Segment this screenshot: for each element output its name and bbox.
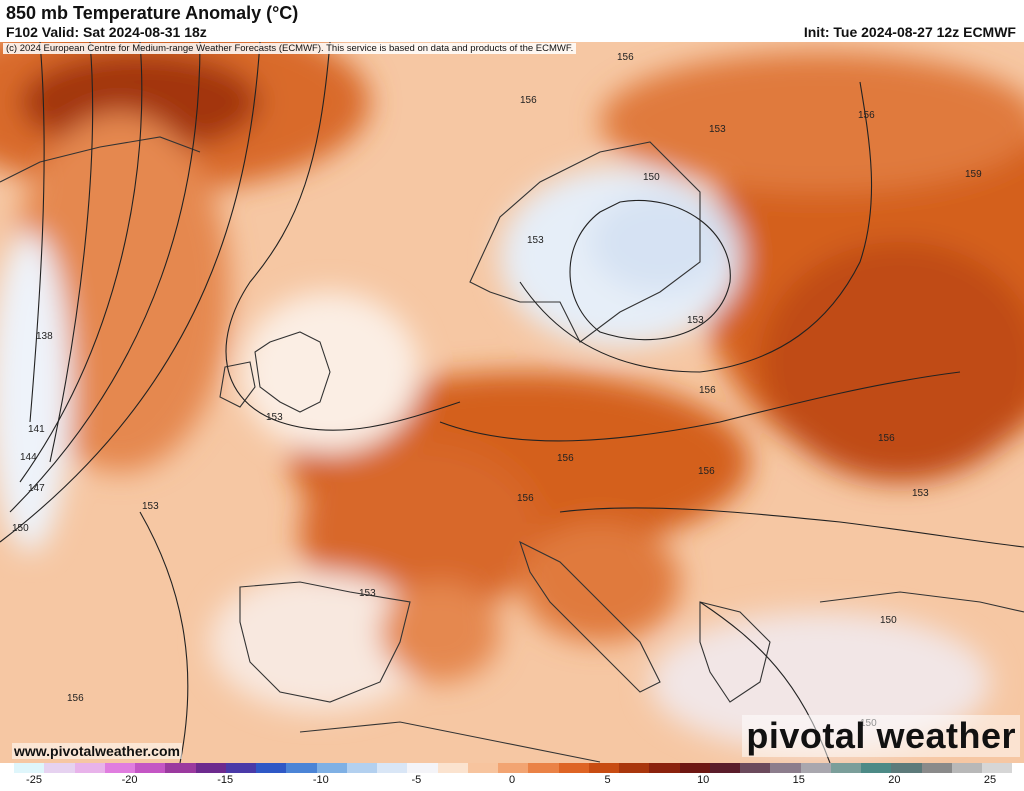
colorbar-swatch [44, 763, 75, 773]
contour-label: 153 [142, 501, 159, 512]
colorbar-swatch [14, 763, 45, 773]
contour-label: 147 [28, 483, 45, 494]
colorbar-tick-label: -25 [26, 774, 42, 786]
colorbar-swatch [74, 763, 105, 773]
contour-label: 153 [709, 124, 726, 135]
colorbar-swatch [407, 763, 438, 773]
colorbar-tick-label: -5 [411, 774, 422, 786]
colorbar-swatch [346, 763, 377, 773]
colorbar-tick-label: -20 [121, 774, 138, 786]
contour-label: 156 [67, 693, 84, 704]
colorbar-tick-label: -15 [217, 774, 234, 786]
map-title: 850 mb Temperature Anomaly (°C) [6, 3, 299, 23]
site-url-link[interactable]: www.pivotalweather.com [12, 743, 182, 759]
header: 850 mb Temperature Anomaly (°C) F102 Val… [0, 0, 1024, 42]
contour-label: 138 [36, 331, 53, 342]
colorbar-swatch [104, 763, 135, 773]
colorbar-swatch [165, 763, 196, 773]
contour-label: 159 [965, 169, 982, 180]
colorbar-tick-label: 15 [792, 774, 805, 786]
contour-label: 150 [12, 523, 29, 534]
colorbar-swatch [225, 763, 256, 773]
copyright-notice: (c) 2024 European Centre for Medium-rang… [3, 43, 577, 54]
colorbar-ticks: -25 -20 -15 -10 -5 0 5 10 15 20 25 [0, 774, 1024, 791]
contour-label: 156 [699, 385, 716, 396]
brand-logo: pivotal weather [742, 715, 1020, 757]
weather-map[interactable]: 156 156 153 150 153 156 159 153 138 141 … [0, 42, 1024, 763]
colorbar-tick-label: 20 [888, 774, 901, 786]
colorbar-swatch [528, 763, 559, 773]
anomaly-field [0, 42, 1024, 763]
valid-time: F102 Valid: Sat 2024-08-31 18z [6, 24, 207, 40]
colorbar-swatch [891, 763, 922, 773]
colorbar-swatch [679, 763, 710, 773]
contour-label: 153 [359, 588, 376, 599]
colorbar-swatch [498, 763, 529, 773]
colorbar-swatch [437, 763, 468, 773]
colorbar-tick-label: 0 [508, 774, 516, 786]
contour-label: 156 [858, 110, 875, 121]
colorbar-swatch [135, 763, 166, 773]
contour-label: 156 [517, 493, 534, 504]
colorbar-swatch [588, 763, 619, 773]
colorbar-tick-label: 5 [604, 774, 611, 786]
contour-label: 150 [643, 172, 660, 183]
contour-label: 144 [20, 452, 37, 463]
contour-label: 153 [266, 412, 283, 423]
contour-label: 153 [687, 315, 704, 326]
colorbar-swatch [649, 763, 680, 773]
colorbar-swatch [286, 763, 317, 773]
colorbar-swatch [377, 763, 408, 773]
colorbar-swatch [316, 763, 347, 773]
colorbar-swatch [740, 763, 771, 773]
init-time: Init: Tue 2024-08-27 12z ECMWF [803, 24, 1016, 40]
contour-label: 156 [557, 453, 574, 464]
colorbar-swatch [830, 763, 861, 773]
contour-label: 153 [527, 235, 544, 246]
colorbar [14, 763, 1013, 773]
colorbar-swatch [467, 763, 498, 773]
colorbar-swatch [195, 763, 226, 773]
colorbar-tick-label: 10 [697, 774, 710, 786]
colorbar-swatch [982, 763, 1013, 773]
colorbar-tick-label: -10 [312, 774, 329, 786]
colorbar-swatch [709, 763, 740, 773]
contour-label: 156 [878, 433, 895, 444]
colorbar-swatch [951, 763, 982, 773]
colorbar-swatch [558, 763, 589, 773]
contour-label: 150 [880, 615, 897, 626]
colorbar-swatch [619, 763, 650, 773]
colorbar-tick-label: 25 [983, 774, 997, 786]
contour-label: 153 [912, 488, 929, 499]
contour-label: 141 [28, 424, 45, 435]
contour-label: 156 [617, 52, 634, 63]
colorbar-swatch [800, 763, 831, 773]
colorbar-swatch [861, 763, 892, 773]
colorbar-swatch [256, 763, 287, 773]
colorbar-swatch [770, 763, 801, 773]
contour-label: 156 [520, 95, 537, 106]
colorbar-swatch [921, 763, 952, 773]
contour-label: 156 [698, 466, 715, 477]
